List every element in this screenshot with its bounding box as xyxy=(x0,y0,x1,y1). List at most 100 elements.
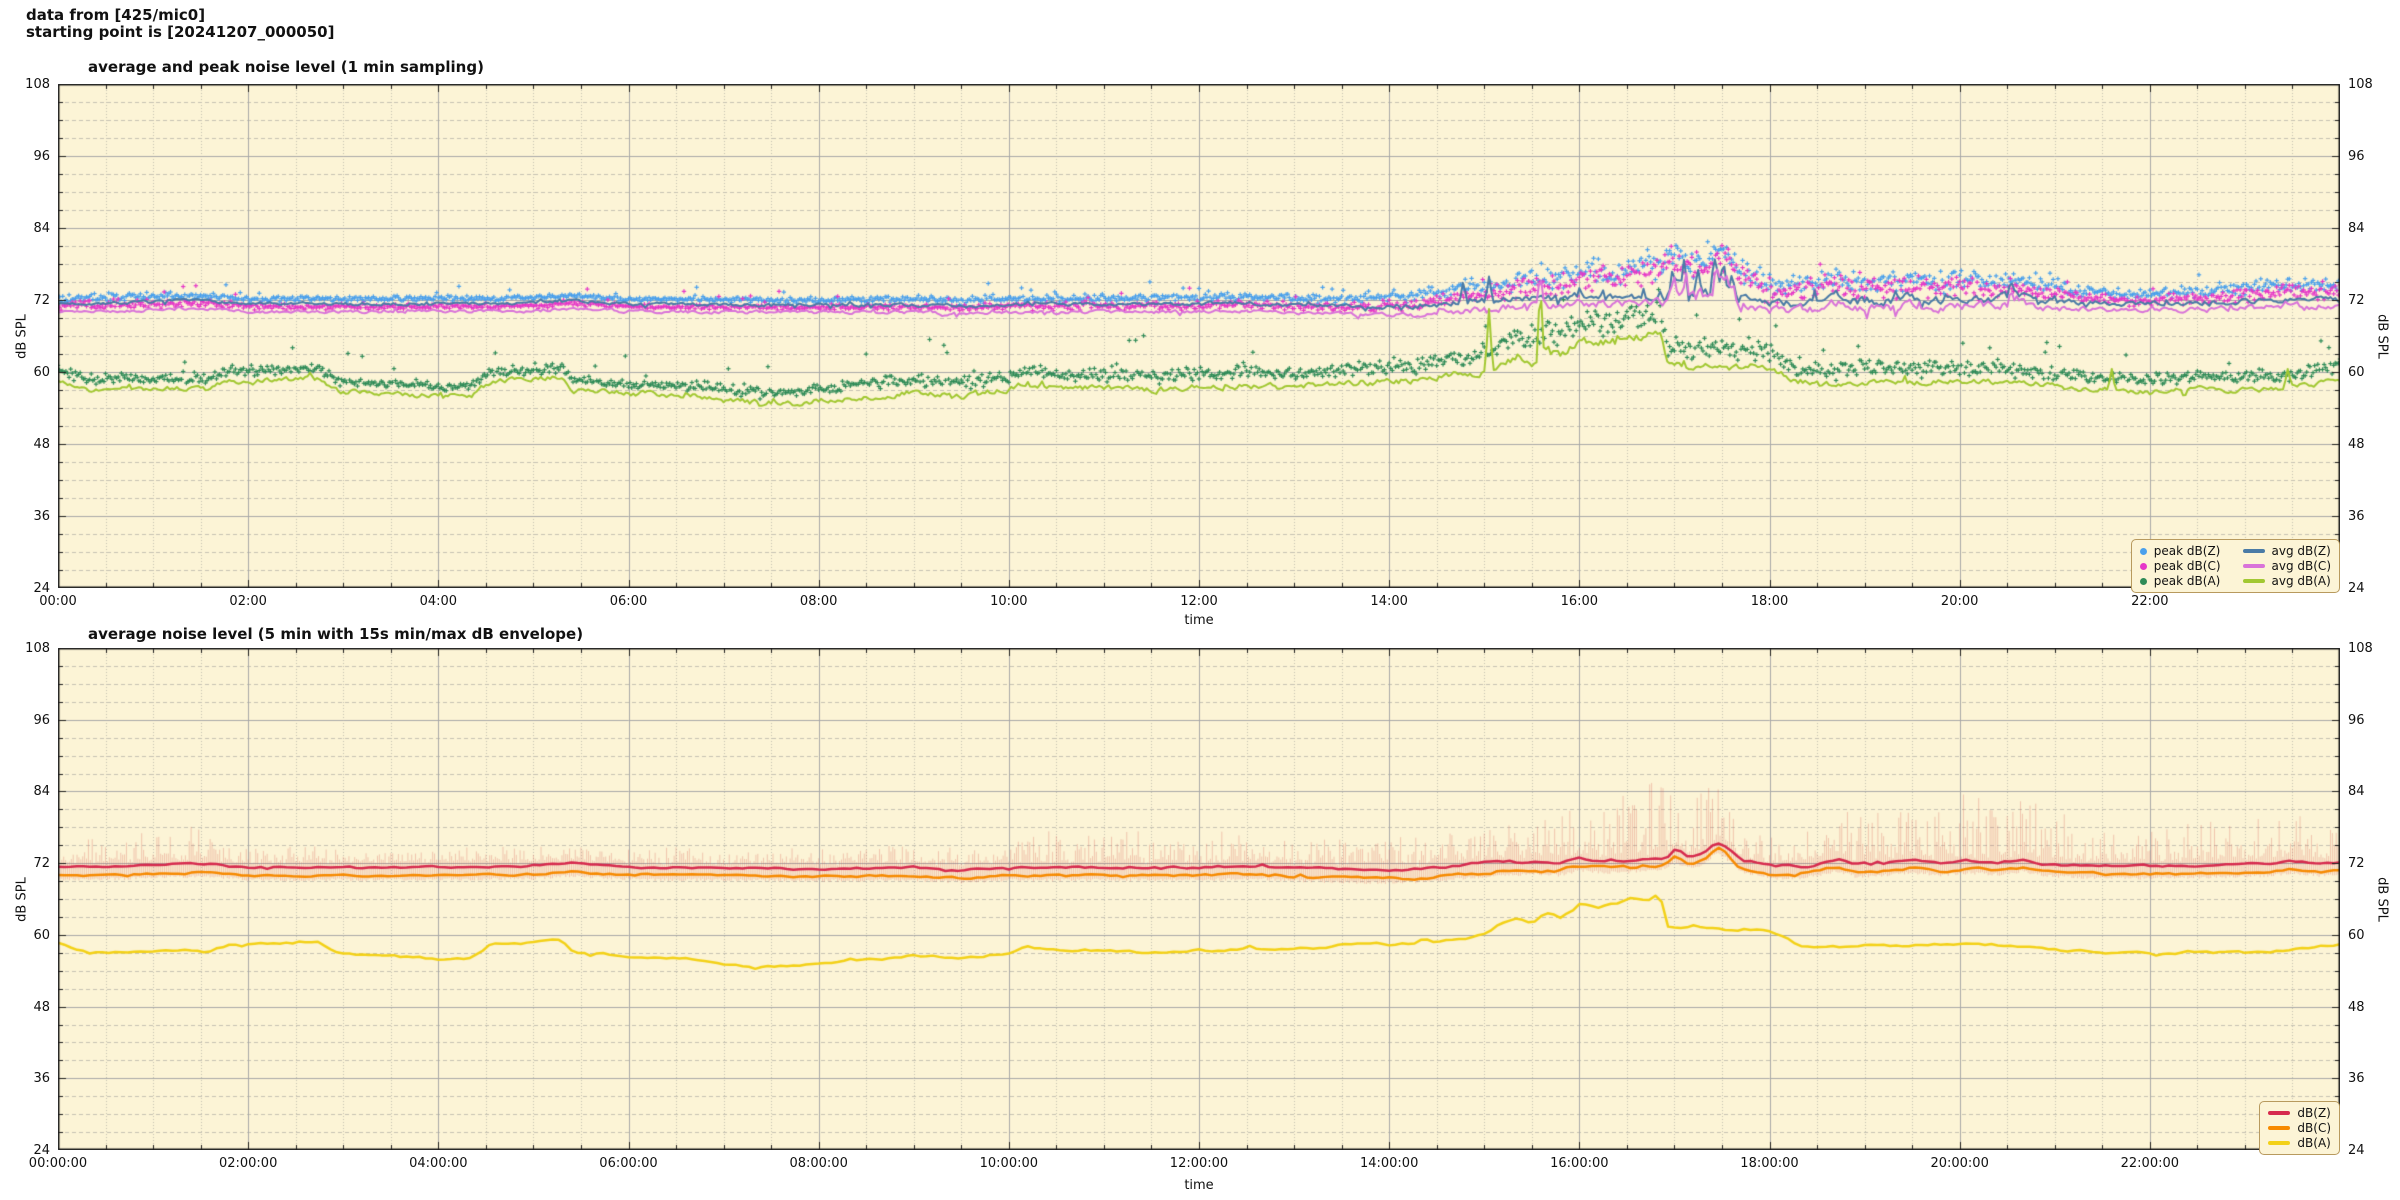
y-tick-label-right: 96 xyxy=(2348,149,2365,164)
x-tick-label: 10:00:00 xyxy=(979,1156,1039,1171)
legend-label: peak dB(C) xyxy=(2153,559,2221,573)
x-tick-label: 20:00 xyxy=(1940,594,1979,609)
legend-entry: dB(A) xyxy=(2268,1136,2331,1150)
legend-line-marker xyxy=(2242,579,2265,583)
x-tick-label: 20:00:00 xyxy=(1930,1156,1989,1171)
x-tick-label: 22:00:00 xyxy=(2120,1156,2180,1171)
y-tick-label-right: 60 xyxy=(2348,927,2365,943)
header-line-2: starting point is [20241207_000050] xyxy=(26,23,335,41)
x-tick-label: 04:00:00 xyxy=(409,1156,468,1171)
bottom-chart-title: average noise level (5 min with 15s min/… xyxy=(88,625,584,643)
y-tick-label-right: 96 xyxy=(2348,712,2365,728)
y-tick-label-right: 24 xyxy=(2348,581,2365,596)
bottom-y-axis-label-right: dB SPL xyxy=(2374,877,2390,922)
x-tick-label: 08:00 xyxy=(799,594,838,609)
y-tick-label-left: 84 xyxy=(33,221,50,236)
y-tick-label-right: 108 xyxy=(2348,77,2373,92)
bottom-y-axis-label-left: dB SPL xyxy=(14,877,30,922)
y-tick-label-left: 60 xyxy=(33,927,50,943)
y-tick-label-right: 36 xyxy=(2348,509,2365,524)
header-line-1: data from [425/mic0] xyxy=(26,6,206,24)
y-tick-label-right: 72 xyxy=(2348,856,2365,872)
x-tick-label: 14:00:00 xyxy=(1359,1156,1419,1171)
y-tick-label-left: 72 xyxy=(33,293,50,308)
bottom-x-axis-label: time xyxy=(1184,1178,1214,1193)
x-tick-label: 00:00 xyxy=(39,594,77,609)
y-tick-label-right: 108 xyxy=(2348,641,2373,656)
legend-label: avg dB(Z) xyxy=(2271,544,2331,558)
y-tick-label-left: 108 xyxy=(25,77,50,92)
x-tick-label: 18:00:00 xyxy=(1740,1156,1799,1171)
y-tick-label-left: 24 xyxy=(33,581,50,596)
y-tick-label-right: 48 xyxy=(2348,437,2365,452)
x-tick-label: 14:00 xyxy=(1370,594,1408,609)
legend-entry: dB(C) xyxy=(2268,1121,2331,1135)
bottom-chart-plot-area xyxy=(58,648,2340,1150)
y-tick-label-left: 24 xyxy=(33,1143,50,1158)
legend-line-marker xyxy=(2268,1111,2291,1115)
y-tick-label-right: 72 xyxy=(2348,293,2365,308)
y-tick-label-right: 84 xyxy=(2348,221,2365,236)
x-tick-label: 12:00 xyxy=(1180,594,1218,609)
top-chart-plot-area xyxy=(58,84,2340,588)
y-tick-label-left: 36 xyxy=(33,509,50,524)
x-tick-label: 10:00 xyxy=(990,594,1028,609)
y-tick-label-left: 60 xyxy=(33,365,50,380)
y-tick-label-left: 48 xyxy=(33,437,50,452)
legend-label: avg dB(A) xyxy=(2271,574,2331,588)
legend-label: dB(Z) xyxy=(2297,1106,2331,1120)
bottom-chart-legend: dB(Z) dB(C) dB(A) xyxy=(2259,1101,2340,1155)
legend-column: peak dB(Z) peak dB(C) peak dB(A) xyxy=(2139,544,2221,588)
x-tick-label: 02:00 xyxy=(229,594,267,609)
y-tick-label-right: 60 xyxy=(2348,365,2365,380)
legend-entry: dB(Z) xyxy=(2268,1106,2331,1120)
y-tick-label-left: 84 xyxy=(33,784,50,800)
y-tick-label-left: 108 xyxy=(25,641,50,656)
y-tick-label-right: 24 xyxy=(2348,1143,2365,1158)
legend-label: peak dB(A) xyxy=(2153,574,2221,588)
x-tick-label: 18:00 xyxy=(1750,594,1789,609)
top-y-axis-label-left: dB SPL xyxy=(14,314,30,359)
y-tick-label-left: 72 xyxy=(33,856,50,872)
y-tick-label-left: 96 xyxy=(33,149,50,164)
y-tick-label-left: 96 xyxy=(33,712,50,728)
x-tick-label: 06:00:00 xyxy=(599,1156,658,1171)
legend-line-marker xyxy=(2268,1126,2291,1130)
legend-entry: peak dB(Z) xyxy=(2139,544,2221,558)
top-chart-title: average and peak noise level (1 min samp… xyxy=(88,58,484,76)
legend-label: avg dB(C) xyxy=(2271,559,2331,573)
x-tick-label: 16:00:00 xyxy=(1550,1156,1609,1171)
legend-label: dB(C) xyxy=(2297,1121,2331,1135)
legend-dot-marker xyxy=(2139,562,2147,570)
legend-dot-marker xyxy=(2139,547,2147,555)
x-tick-label: 02:00:00 xyxy=(218,1156,278,1171)
x-tick-label: 12:00:00 xyxy=(1169,1156,1229,1171)
x-tick-label: 22:00 xyxy=(2131,594,2169,609)
legend-column: dB(Z) dB(C) dB(A) xyxy=(2268,1106,2331,1150)
x-tick-label: 08:00:00 xyxy=(789,1156,848,1171)
x-tick-label: 06:00 xyxy=(609,594,648,609)
y-tick-label-left: 48 xyxy=(33,999,50,1015)
top-chart-legend: peak dB(Z) peak dB(C) peak dB(A) avg dB(Z) a… xyxy=(2130,539,2340,593)
top-y-axis-label-right: dB SPL xyxy=(2374,314,2390,359)
legend-line-marker xyxy=(2242,564,2265,568)
legend-label: dB(A) xyxy=(2297,1136,2331,1150)
y-tick-label-left: 36 xyxy=(33,1071,50,1087)
x-tick-label: 04:00 xyxy=(419,594,458,609)
legend-dot-marker xyxy=(2139,577,2147,585)
y-tick-label-right: 36 xyxy=(2348,1071,2365,1087)
legend-column: avg dB(Z) avg dB(C) avg dB(A) xyxy=(2242,544,2331,588)
legend-entry: peak dB(C) xyxy=(2139,559,2221,573)
legend-line-marker xyxy=(2242,549,2265,553)
legend-entry: avg dB(A) xyxy=(2242,574,2331,588)
legend-entry: avg dB(C) xyxy=(2242,559,2331,573)
y-tick-label-right: 48 xyxy=(2348,999,2365,1015)
legend-line-marker xyxy=(2268,1141,2291,1145)
x-tick-label: 16:00 xyxy=(1560,594,1599,609)
y-tick-label-right: 84 xyxy=(2348,784,2365,800)
legend-entry: peak dB(A) xyxy=(2139,574,2221,588)
legend-entry: avg dB(Z) xyxy=(2242,544,2331,558)
x-tick-label: 00:00:00 xyxy=(28,1156,88,1171)
legend-label: peak dB(Z) xyxy=(2153,544,2221,558)
